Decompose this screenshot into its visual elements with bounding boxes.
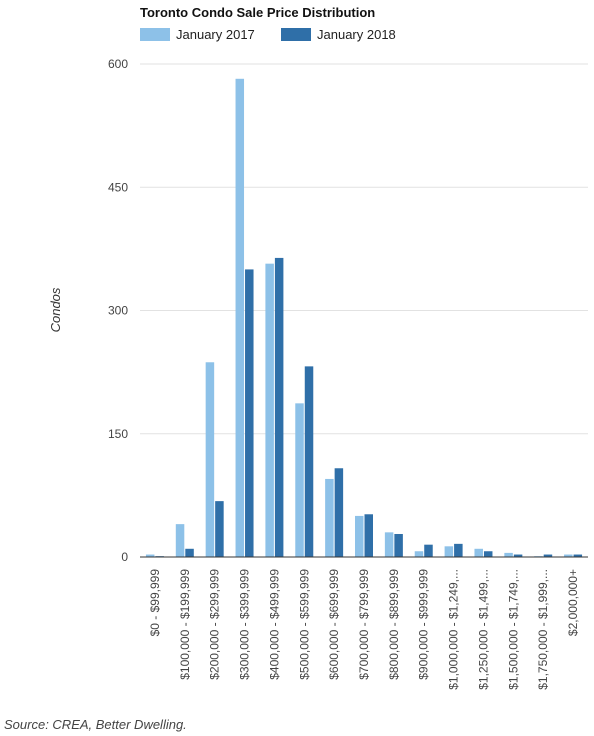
- gridlines: [140, 63, 588, 435]
- bar-2018-14: [573, 554, 583, 557]
- bar-2017-7: [355, 515, 364, 557]
- legend-label-2017: January 2017: [176, 27, 255, 42]
- x-tick-label: $900,000 - $999,999: [417, 569, 431, 680]
- bar-2017-5: [295, 403, 304, 557]
- legend-label-2018: January 2018: [317, 27, 396, 42]
- bar-2017-6: [325, 478, 334, 557]
- bar-2017-2: [205, 362, 215, 557]
- bar-2018-5: [304, 366, 314, 557]
- x-tick-label: $400,000 - $499,999: [267, 569, 281, 680]
- y-tick-label: 0: [121, 550, 128, 564]
- bar-2017-14: [564, 554, 573, 557]
- source-note: Source: CREA, Better Dwelling.: [4, 717, 187, 732]
- y-axis-label: Condos: [48, 287, 63, 332]
- x-tick-label: $1,500,000 - $1,749,...: [506, 569, 520, 690]
- bar-2017-10: [444, 546, 454, 557]
- x-tick-label: $1,250,000 - $1,499,...: [476, 569, 490, 690]
- y-axis-ticks: 0 150 300 450 600: [108, 57, 128, 564]
- bar-2018-4: [274, 257, 284, 557]
- y-tick-label: 300: [108, 304, 128, 318]
- x-tick-label: $500,000 - $599,999: [297, 569, 311, 680]
- y-tick-label: 600: [108, 57, 128, 71]
- bar-2018-2: [215, 501, 224, 557]
- x-tick-label: $1,750,000 - $1,999,...: [536, 569, 550, 690]
- x-tick-label: $700,000 - $799,999: [357, 569, 371, 680]
- chart-title: Toronto Condo Sale Price Distribution: [140, 5, 375, 20]
- bar-2017-4: [265, 263, 274, 557]
- bar-2018-6: [334, 468, 344, 557]
- x-tick-label: $300,000 - $399,999: [238, 569, 252, 680]
- bar-2017-8: [384, 532, 394, 557]
- bar-2017-0: [145, 554, 155, 557]
- bar-2017-9: [414, 551, 424, 557]
- x-tick-label: $800,000 - $899,999: [387, 569, 401, 680]
- bar-2018-1: [185, 548, 194, 557]
- bar-2018-3: [245, 269, 254, 557]
- x-tick-label: $1,000,000 - $1,249,...: [447, 569, 461, 690]
- bar-2017-11: [474, 548, 483, 557]
- legend-swatch-2018: [281, 28, 311, 41]
- bar-2018-12: [513, 554, 523, 557]
- bar-2017-3: [235, 78, 245, 557]
- bar-2017-12: [504, 552, 513, 557]
- bar-2018-10: [454, 543, 463, 557]
- bar-2017-1: [175, 524, 185, 557]
- bar-2018-11: [483, 551, 493, 557]
- x-tick-label: $100,000 - $199,999: [178, 569, 192, 680]
- y-tick-label: 450: [108, 180, 128, 194]
- x-tick-label: $2,000,000+: [566, 569, 580, 636]
- bar-2018-13: [543, 554, 553, 557]
- bar-2018-8: [394, 533, 403, 557]
- bar-2018-7: [364, 514, 373, 557]
- x-tick-label: $200,000 - $299,999: [208, 569, 222, 680]
- x-tick-label: $600,000 - $699,999: [327, 569, 341, 680]
- bars: [145, 78, 583, 557]
- legend-swatch-2017: [140, 28, 170, 41]
- x-axis-ticks: $0 - $99,999 $100,000 - $199,999 $200,000 …: [148, 569, 580, 690]
- x-tick-label: $0 - $99,999: [148, 569, 162, 637]
- y-tick-label: 150: [108, 427, 128, 441]
- legend: January 2017 January 2018: [140, 27, 396, 42]
- bar-2018-9: [424, 544, 433, 557]
